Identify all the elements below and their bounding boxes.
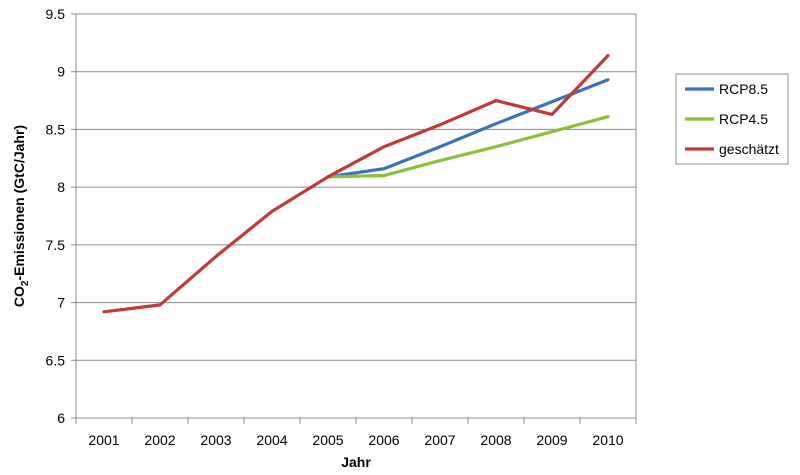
y-axis-title-subscript: 2 [20,280,31,286]
y-tick-label: 9.5 [46,6,66,22]
y-tick-label: 6 [57,410,65,426]
y-tick-label: 9 [57,64,65,80]
y-tick-labels: 6 6.5 7 7.5 8 8.5 9 9.5 [46,6,66,426]
x-tick-label: 2007 [424,432,455,448]
legend-label: geschätzt [719,141,779,157]
y-axis-title-part1: CO [11,286,27,307]
y-axis-title-part2: -Emissionen (GtC/Jahr) [11,125,27,281]
x-tick-label: 2005 [312,432,343,448]
axes [71,13,637,424]
x-tick-label: 2002 [144,432,175,448]
plot-area [71,13,637,424]
gridlines [76,13,636,361]
x-tick-label: 2009 [536,432,567,448]
series-line-rcp4-5 [326,115,610,179]
x-tick-label: 2003 [200,432,231,448]
y-axis-title: CO2-Emissionen (GtC/Jahr) [11,125,31,307]
x-tick-label: 2008 [480,432,511,448]
y-tick-label: 7.5 [46,237,66,253]
legend: RCP8.5 RCP4.5 geschätzt [675,73,789,165]
plot-background [76,14,636,418]
legend-label: RCP8.5 [719,81,768,97]
legend-label: RCP4.5 [719,111,768,127]
y-tick-label: 6.5 [46,352,66,368]
series-line-gesch-tzt [102,53,610,314]
series-lines [102,53,610,314]
y-tick-label: 8 [57,179,65,195]
y-tick-label: 8.5 [46,121,66,137]
x-tick-label: 2001 [88,432,119,448]
x-axis-title: Jahr [341,454,371,470]
x-tick-label: 2010 [592,432,623,448]
series-line-rcp8-5 [326,78,610,179]
y-tick-label: 7 [57,295,65,311]
x-tick-label: 2004 [256,432,287,448]
x-tick-labels: 2001 2002 2003 2004 2005 2006 2007 2008 2009 2010 [88,432,623,448]
x-tick-label: 2006 [368,432,399,448]
